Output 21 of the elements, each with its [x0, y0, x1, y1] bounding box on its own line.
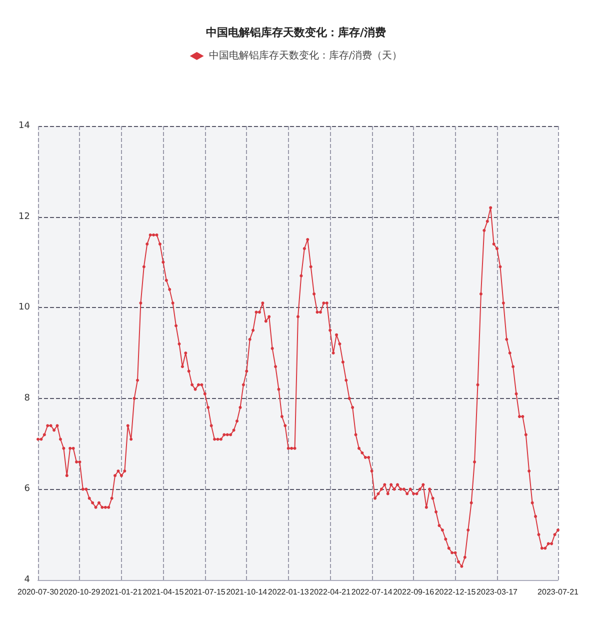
x-tick-label: 2020-10-29 [59, 588, 101, 596]
chart-title: 中国电解铝库存天数变化：库存/消费 [206, 26, 386, 39]
x-tick-label: 2021-01-21 [100, 588, 142, 596]
y-tick-label: 4 [24, 575, 30, 585]
x-tick-label: 2022-01-13 [268, 588, 310, 596]
y-tick-label: 14 [18, 121, 30, 131]
y-tick-label: 10 [18, 302, 30, 313]
x-tick-label: 2023-03-17 [476, 588, 518, 596]
y-tick-label: 8 [24, 393, 30, 404]
y-tick-label: 12 [18, 212, 30, 222]
x-tick-label: 2020-07-30 [18, 588, 60, 596]
x-tick-label: 2022-07-14 [351, 588, 393, 596]
x-tick-label: 2023-07-21 [538, 588, 580, 596]
y-tick-label: 6 [24, 484, 30, 494]
x-tick-label: 2022-04-21 [310, 588, 352, 596]
x-tick-label: 2021-04-15 [142, 588, 184, 596]
x-tick-label: 2022-12-15 [434, 588, 476, 596]
legend-label: 中国电解铝库存天数变化：库存/消费（天） [208, 50, 402, 62]
x-tick-label: 2022-09-16 [393, 588, 435, 596]
x-tick-label: 2021-10-14 [226, 588, 268, 596]
x-tick-label: 2021-07-15 [184, 588, 226, 596]
